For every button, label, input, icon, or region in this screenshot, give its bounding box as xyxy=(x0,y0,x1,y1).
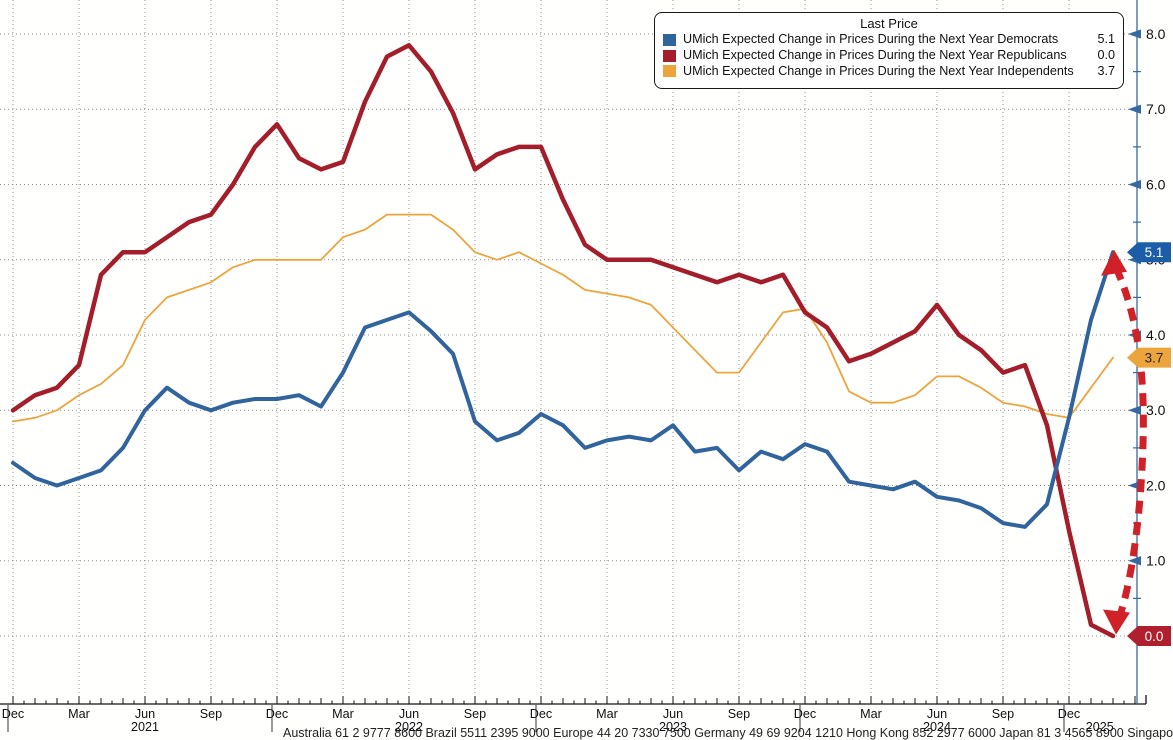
y-axis-label: 7.0 xyxy=(1146,101,1166,117)
legend-item-label: UMich Expected Change in Prices During t… xyxy=(683,32,1059,46)
legend-item: UMich Expected Change in Prices During t… xyxy=(663,48,1115,64)
x-axis-month-label: Sep xyxy=(728,707,750,721)
legend-item-value: 5.1 xyxy=(1097,32,1115,46)
x-axis-month-label: Sep xyxy=(992,707,1014,721)
x-axis-month-label: Jun xyxy=(663,707,683,721)
y-axis-tick-arrow-icon xyxy=(1128,556,1141,566)
x-axis-year-label: 2021 xyxy=(131,720,159,734)
last-price-badge-value: 3.7 xyxy=(1145,350,1164,365)
last-price-badge-value: 5.1 xyxy=(1145,245,1164,260)
series-line-independents xyxy=(12,213,1114,423)
x-axis-month-label: Sep xyxy=(200,707,222,721)
legend-item-label: UMich Expected Change in Prices During t… xyxy=(683,63,1074,78)
x-axis-month-label: Dec xyxy=(1058,707,1080,721)
y-axis-label: 3.0 xyxy=(1146,402,1166,418)
x-axis-month-label: Jun xyxy=(399,707,419,721)
legend-swatch-icon xyxy=(663,65,676,78)
x-axis-year-label: 2023 xyxy=(659,720,687,734)
legend-rows: UMich Expected Change in Prices During t… xyxy=(663,32,1115,79)
y-axis-label: 4.0 xyxy=(1146,327,1166,343)
y-axis-label: 1.0 xyxy=(1146,553,1166,569)
x-axis-month-label: Mar xyxy=(332,707,354,721)
y-axis-tick-arrow-icon xyxy=(1128,405,1141,415)
y-axis-tick-arrow-icon xyxy=(1128,179,1141,190)
legend-item-value: 3.7 xyxy=(1097,63,1115,78)
last-price-badge-value: 0.0 xyxy=(1145,629,1164,644)
x-axis-month-label: Sep xyxy=(464,707,486,721)
y-axis-label: 8.0 xyxy=(1146,26,1166,42)
legend-item-value: 0.0 xyxy=(1097,47,1115,62)
series-line-democrats xyxy=(11,250,1115,529)
x-axis-month-label: Dec xyxy=(266,707,288,721)
last-price-badge xyxy=(1127,626,1171,646)
legend-title: Last Price xyxy=(860,16,918,31)
y-axis-label: 2.0 xyxy=(1146,477,1166,493)
y-axis-label: 6.0 xyxy=(1146,176,1166,192)
x-axis-month-label: Jun xyxy=(927,707,947,721)
footer-disclaimer: Australia 61 2 9777 8600 Brazil 5511 239… xyxy=(283,726,1173,740)
y-axis-tick-arrow-icon xyxy=(1128,104,1141,114)
chart-legend: Last Price UMich Expected Change in Pric… xyxy=(654,12,1124,89)
x-axis-month-label: Mar xyxy=(860,707,882,721)
x-axis-month-label: Dec xyxy=(530,707,552,721)
x-axis-month-label: Jun xyxy=(135,707,155,721)
x-axis-month-label: Mar xyxy=(596,707,618,721)
legend-item: UMich Expected Change in Prices During t… xyxy=(663,64,1115,80)
x-axis-year-label: 2025 xyxy=(1086,720,1114,734)
annotation-arrow-down-head-icon xyxy=(1103,609,1130,635)
x-axis-month-label: Dec xyxy=(2,707,24,721)
x-axis-month-label: Dec xyxy=(794,707,816,721)
last-price-badge xyxy=(1127,242,1171,263)
x-axis-year-label: 2024 xyxy=(923,720,951,734)
y-axis-tick-arrow-icon xyxy=(1128,29,1141,39)
legend-item: UMich Expected Change in Prices During t… xyxy=(663,32,1115,48)
legend-swatch-icon xyxy=(663,49,676,62)
annotation-arrow-dashed-line xyxy=(1112,266,1147,620)
legend-swatch-icon xyxy=(663,33,676,46)
x-axis-year-label: 2022 xyxy=(395,720,423,734)
last-price-badge xyxy=(1127,347,1171,368)
annotation-arrow-up-head-icon xyxy=(1101,249,1127,276)
x-axis-month-label: Mar xyxy=(68,707,90,721)
legend-item-label: UMich Expected Change in Prices During t… xyxy=(683,47,1067,62)
series-line-republicans xyxy=(10,43,1116,639)
